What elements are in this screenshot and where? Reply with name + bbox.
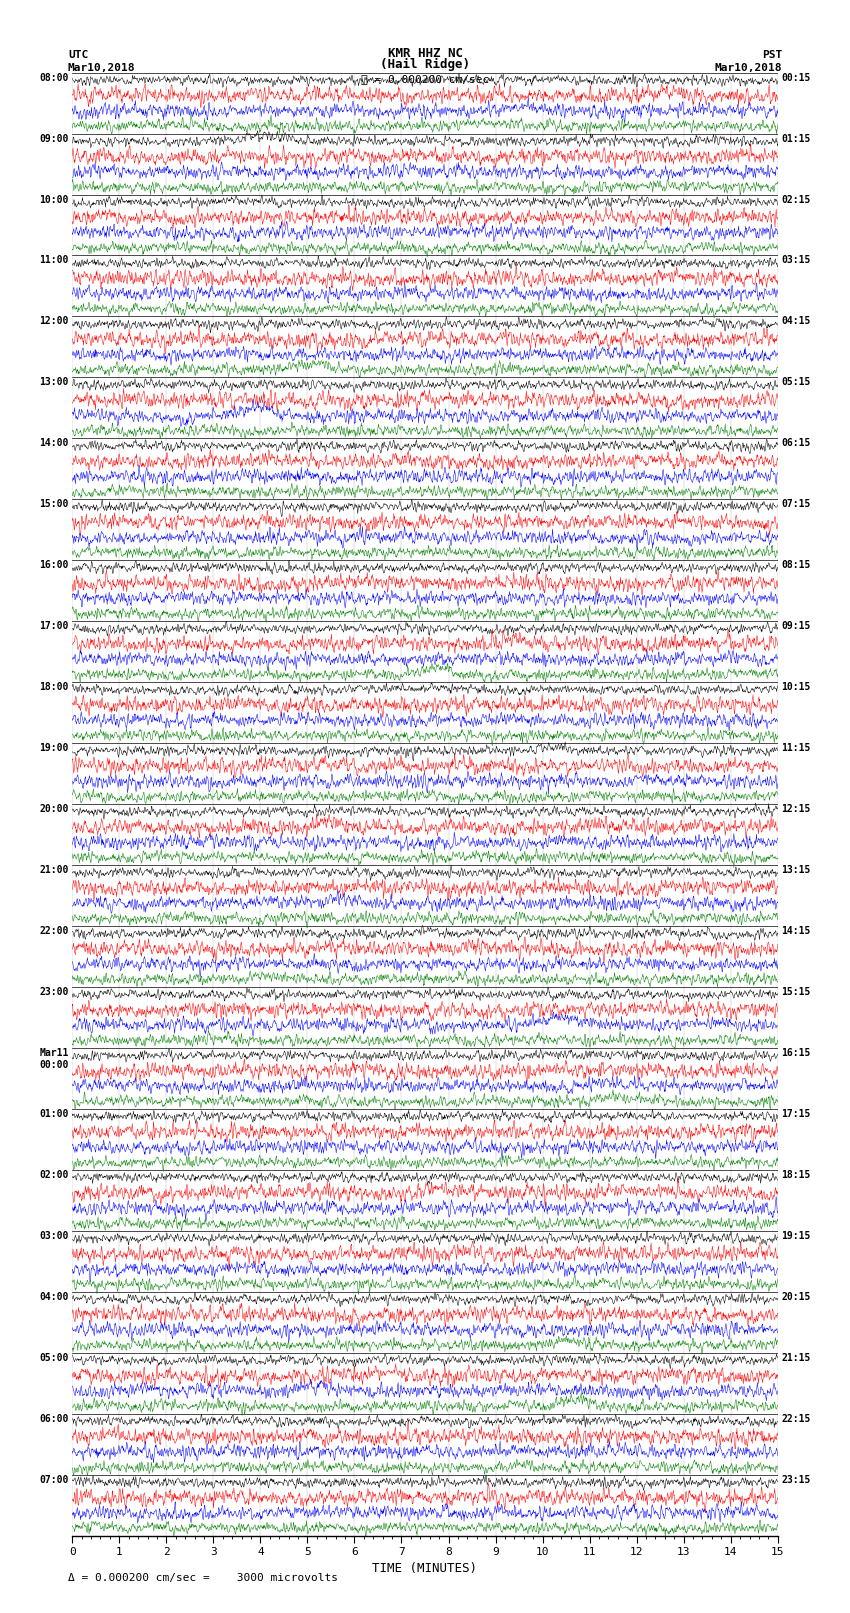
Text: 05:15: 05:15	[781, 377, 811, 387]
Text: 00:15: 00:15	[781, 73, 811, 82]
X-axis label: TIME (MINUTES): TIME (MINUTES)	[372, 1561, 478, 1574]
Text: 20:15: 20:15	[781, 1292, 811, 1302]
Text: 03:15: 03:15	[781, 255, 811, 266]
Text: 18:15: 18:15	[781, 1169, 811, 1179]
Text: 22:15: 22:15	[781, 1413, 811, 1424]
Text: 06:00: 06:00	[39, 1413, 69, 1424]
Text: 04:15: 04:15	[781, 316, 811, 326]
Text: (Hail Ridge): (Hail Ridge)	[380, 58, 470, 71]
Text: 12:00: 12:00	[39, 316, 69, 326]
Text: Δ = 0.000200 cm/sec =    3000 microvolts: Δ = 0.000200 cm/sec = 3000 microvolts	[68, 1573, 338, 1582]
Text: 07:15: 07:15	[781, 500, 811, 510]
Text: 21:00: 21:00	[39, 865, 69, 874]
Text: 21:15: 21:15	[781, 1353, 811, 1363]
Text: 08:00: 08:00	[39, 73, 69, 82]
Text: 18:00: 18:00	[39, 682, 69, 692]
Text: 07:00: 07:00	[39, 1474, 69, 1484]
Text: 02:00: 02:00	[39, 1169, 69, 1179]
Text: 17:00: 17:00	[39, 621, 69, 631]
Text: 01:00: 01:00	[39, 1108, 69, 1119]
Text: 11:00: 11:00	[39, 255, 69, 266]
Text: 08:15: 08:15	[781, 560, 811, 571]
Text: 17:15: 17:15	[781, 1108, 811, 1119]
Text: 15:15: 15:15	[781, 987, 811, 997]
Text: PST: PST	[762, 50, 782, 60]
Text: 11:15: 11:15	[781, 744, 811, 753]
Text: 12:15: 12:15	[781, 805, 811, 815]
Text: 09:15: 09:15	[781, 621, 811, 631]
Text: 04:00: 04:00	[39, 1292, 69, 1302]
Text: 03:00: 03:00	[39, 1231, 69, 1240]
Text: 06:15: 06:15	[781, 439, 811, 448]
Text: 02:15: 02:15	[781, 195, 811, 205]
Text: 19:15: 19:15	[781, 1231, 811, 1240]
Text: Mar11
00:00: Mar11 00:00	[39, 1048, 69, 1069]
Text: 14:15: 14:15	[781, 926, 811, 936]
Text: ⎸ = 0.000200 cm/sec: ⎸ = 0.000200 cm/sec	[361, 74, 489, 84]
Text: Mar10,2018: Mar10,2018	[715, 63, 782, 73]
Text: 20:00: 20:00	[39, 805, 69, 815]
Text: 16:15: 16:15	[781, 1048, 811, 1058]
Text: 19:00: 19:00	[39, 744, 69, 753]
Text: 23:00: 23:00	[39, 987, 69, 997]
Text: 13:00: 13:00	[39, 377, 69, 387]
Text: 05:00: 05:00	[39, 1353, 69, 1363]
Text: 13:15: 13:15	[781, 865, 811, 874]
Text: UTC: UTC	[68, 50, 88, 60]
Text: 16:00: 16:00	[39, 560, 69, 571]
Text: 22:00: 22:00	[39, 926, 69, 936]
Text: 01:15: 01:15	[781, 134, 811, 144]
Text: 09:00: 09:00	[39, 134, 69, 144]
Text: 23:15: 23:15	[781, 1474, 811, 1484]
Text: 10:15: 10:15	[781, 682, 811, 692]
Text: 10:00: 10:00	[39, 195, 69, 205]
Text: 14:00: 14:00	[39, 439, 69, 448]
Text: 15:00: 15:00	[39, 500, 69, 510]
Text: KMR HHZ NC: KMR HHZ NC	[388, 47, 462, 60]
Text: Mar10,2018: Mar10,2018	[68, 63, 135, 73]
